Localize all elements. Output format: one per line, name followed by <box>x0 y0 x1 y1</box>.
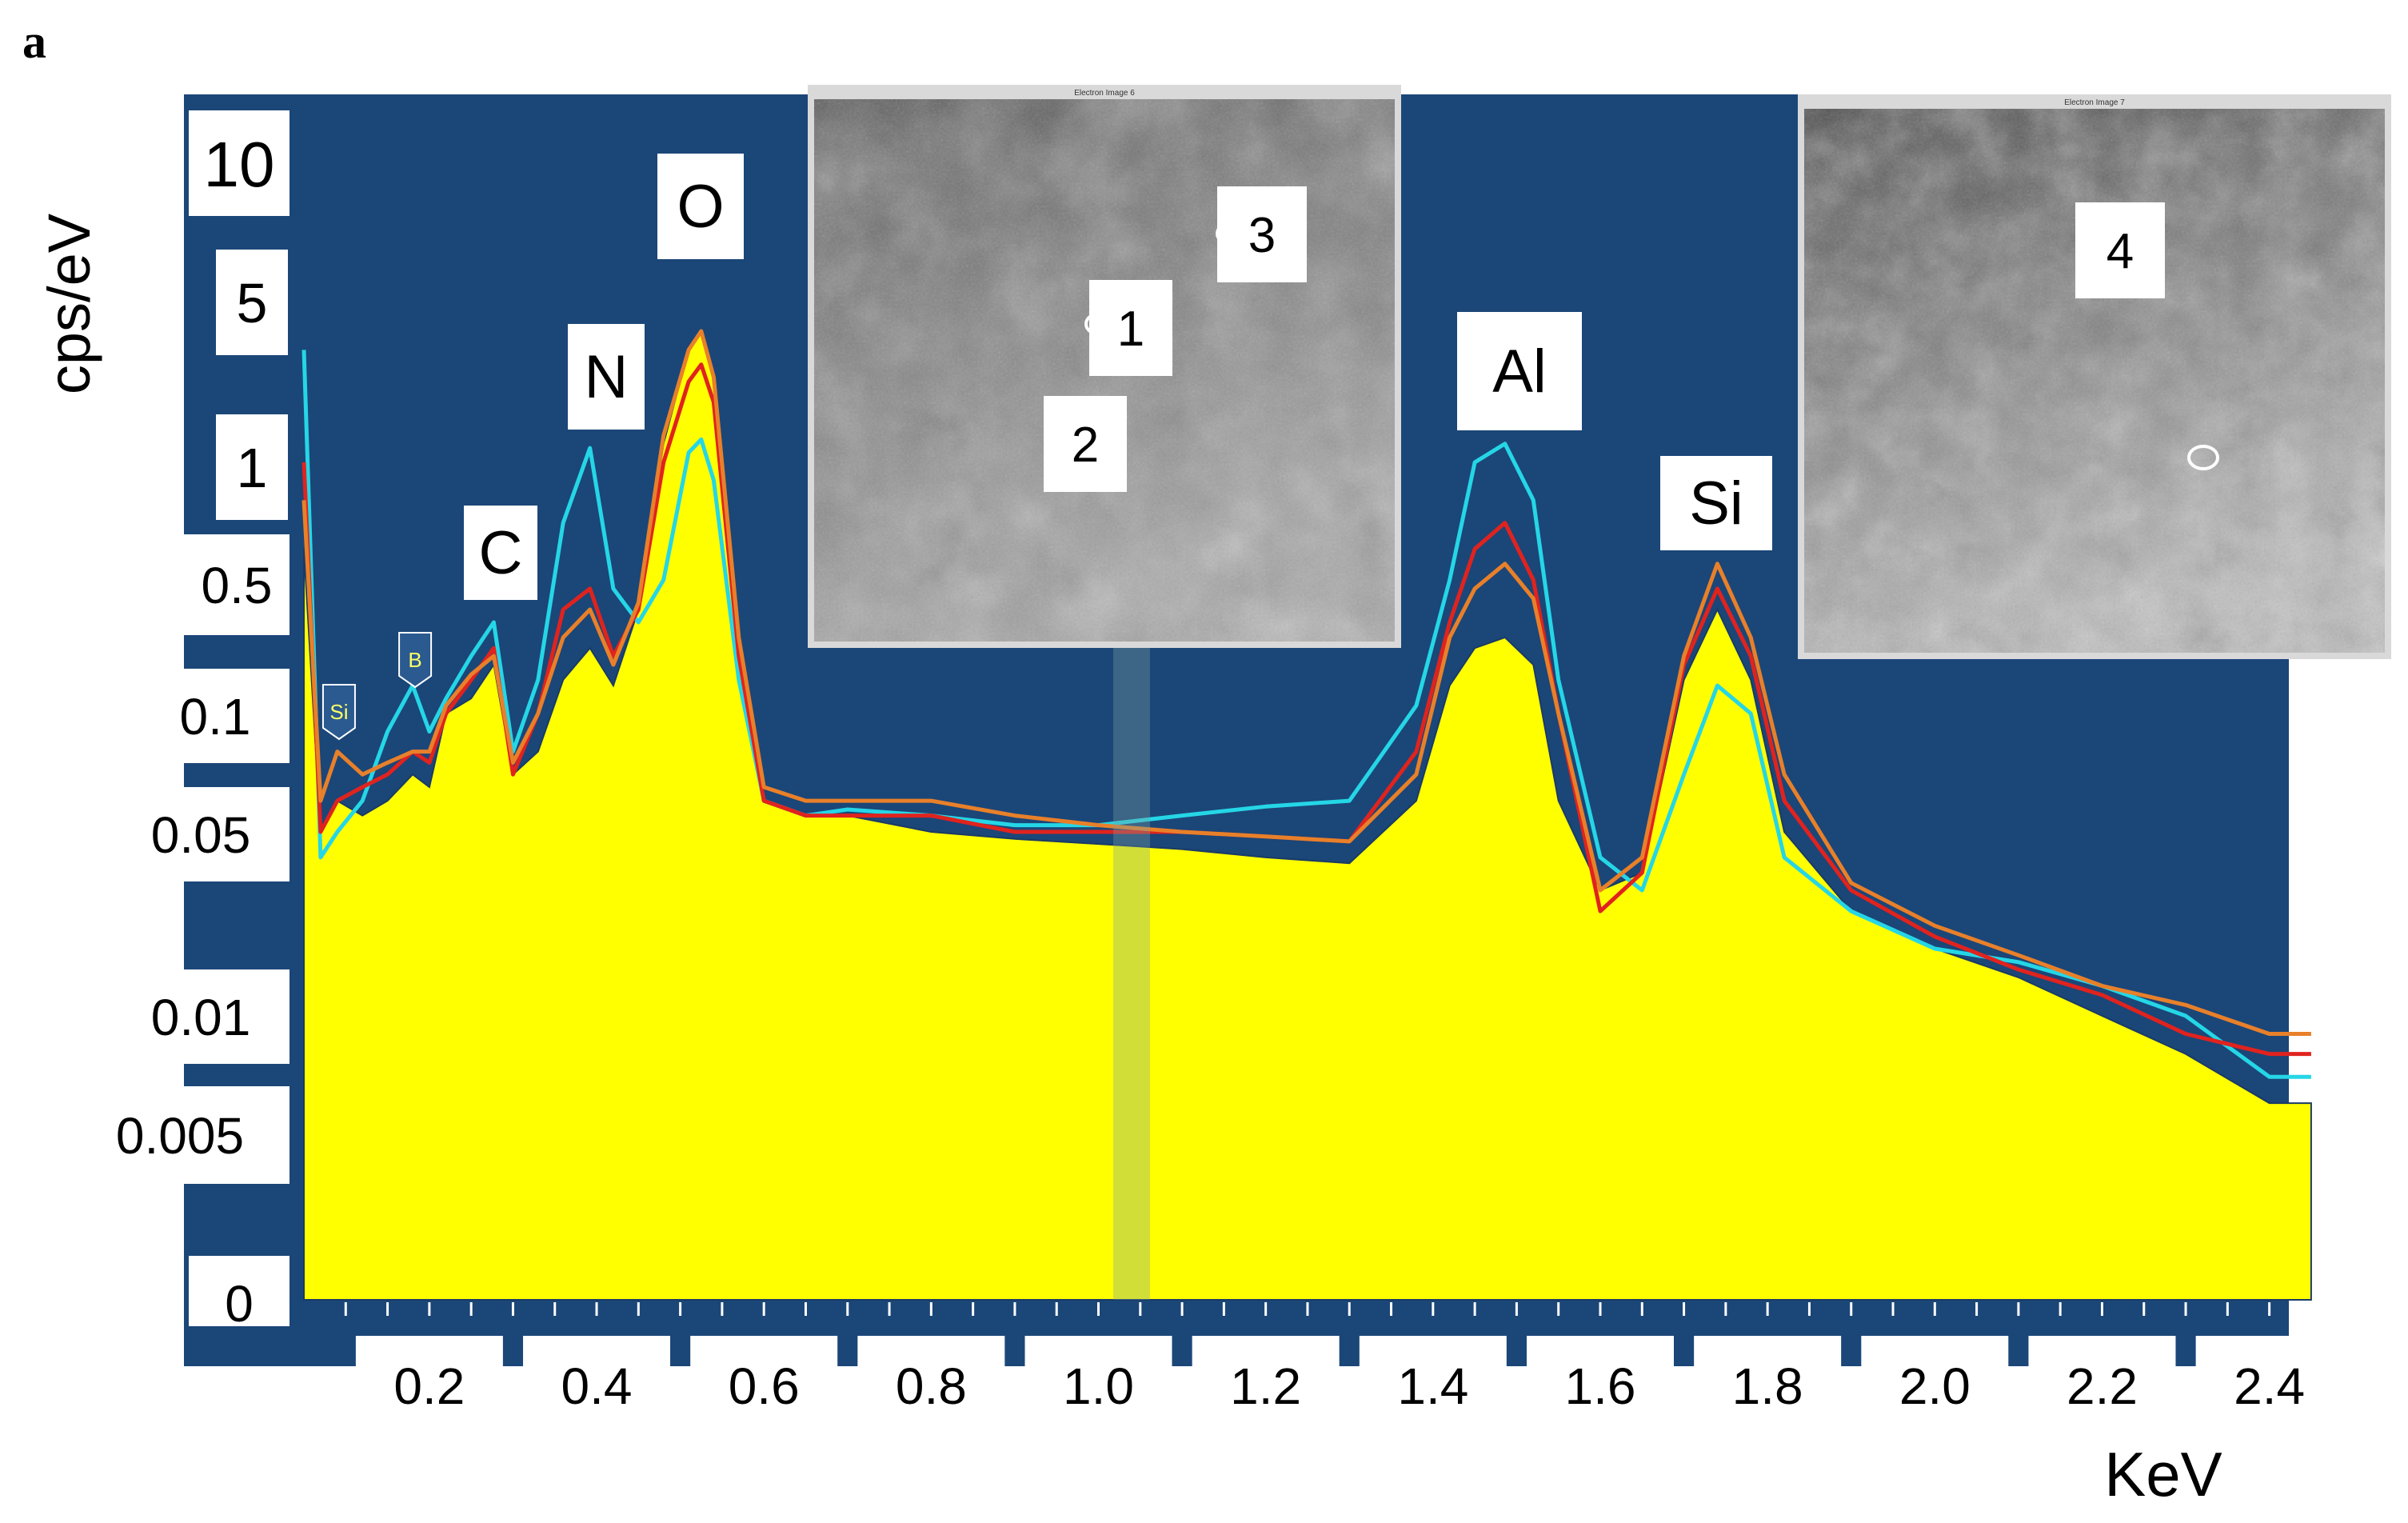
y-tick: 0.5 <box>184 534 290 635</box>
y-tick: 0.01 <box>112 969 290 1064</box>
x-tick-label: 1.2 <box>1230 1357 1301 1415</box>
x-tick-label: 2.2 <box>2067 1357 2138 1415</box>
inset-title: Electron Image 7 <box>2064 98 2125 107</box>
x-axis-title: KeV <box>2104 1439 2222 1509</box>
y-tick-label: 0.05 <box>151 806 251 864</box>
peak-label-al: Al <box>1457 312 1582 430</box>
inset-title: Electron Image 6 <box>1074 89 1135 98</box>
y-tick-label: 0.5 <box>202 557 273 614</box>
y-tick: 0.005 <box>70 1086 290 1184</box>
peak-label-text: N <box>585 343 629 411</box>
inset-images: Electron Image 6 1 2 3 Electron Image 7 4 <box>808 85 2391 1300</box>
x-tick: 2.4 <box>2195 1336 2343 1424</box>
x-tick-label: 2.0 <box>1899 1357 1971 1415</box>
x-tick-label: 1.0 <box>1063 1357 1134 1415</box>
spot-label-box <box>1217 186 1307 282</box>
x-tick: 1.0 <box>1024 1336 1172 1424</box>
spot-label: 4 <box>2107 224 2134 279</box>
sem-inset-1: Electron Image 6 1 2 3 <box>808 85 1401 648</box>
spot-label: 1 <box>1117 302 1144 357</box>
marker-label: B <box>408 648 421 672</box>
peak-label-c: C <box>464 506 537 600</box>
x-tick: 0.4 <box>523 1336 671 1424</box>
x-tick: 1.8 <box>1694 1336 1842 1424</box>
peak-label-si: Si <box>1660 456 1772 550</box>
panel-label: a <box>22 15 46 68</box>
peak-label-text: C <box>479 519 523 587</box>
peak-label-layer: C N O Al Si <box>464 154 1772 600</box>
cursor-band <box>1113 648 1150 1300</box>
y-tick-label: 10 <box>204 129 275 200</box>
x-tick-label: 0.8 <box>896 1357 967 1415</box>
peak-label-text: Si <box>1689 470 1743 538</box>
x-tick-label: 1.6 <box>1565 1357 1636 1415</box>
series-line-2 <box>301 362 2311 1057</box>
y-tick-label: 1 <box>237 437 268 499</box>
x-tick: 0.2 <box>355 1336 503 1424</box>
series-filled-area <box>303 329 2312 1301</box>
y-tick-label: 0.1 <box>180 688 251 746</box>
x-tick: 2.2 <box>2028 1336 2176 1424</box>
x-tick: 1.2 <box>1192 1336 1340 1424</box>
y-tick-label: 0.005 <box>116 1107 244 1165</box>
analysis-spot <box>2187 445 2219 470</box>
y-tick-label: 5 <box>237 272 268 334</box>
x-tick: 1.6 <box>1526 1336 1674 1424</box>
y-axis: 10 5 1 0.5 0.1 0.05 0.01 0.005 0 <box>70 110 290 1350</box>
peak-label-text: O <box>677 173 724 241</box>
x-tick-label: 2.4 <box>2234 1357 2305 1415</box>
x-tick: 2.0 <box>1861 1336 2009 1424</box>
y-tick: 1 <box>216 414 288 520</box>
x-tick-label: 1.4 <box>1397 1357 1468 1415</box>
peak-label-o: O <box>657 154 744 259</box>
x-tick: 0.8 <box>857 1336 1005 1424</box>
peak-label-text: Al <box>1492 338 1547 406</box>
spot-label-box <box>2075 202 2165 298</box>
spot-label: 3 <box>1248 208 1276 263</box>
y-axis-title: cps/eV <box>36 213 102 394</box>
spot-label: 2 <box>1072 418 1099 473</box>
sem-inset-2: Electron Image 7 4 <box>1798 94 2391 659</box>
y-tick: 5 <box>216 250 288 355</box>
series-line-3 <box>301 329 2311 1036</box>
x-axis: 0.2 0.4 0.6 0.8 1.0 1.2 1.4 1.6 1.8 2.0 2.2 2.4 <box>184 1302 2343 1424</box>
x-tick-label: 1.8 <box>1732 1357 1803 1415</box>
x-tick: 1.4 <box>1359 1336 1507 1424</box>
x-tick-label: 0.4 <box>561 1357 633 1415</box>
element-marker-layer: Si B <box>321 632 433 741</box>
marker-b: B <box>398 632 433 689</box>
y-tick-label: 0.01 <box>151 989 251 1046</box>
y-tick: 0.05 <box>112 787 290 881</box>
x-tick: 0.6 <box>690 1336 838 1424</box>
series-layer <box>301 329 2312 1301</box>
x-tick-label: 0.2 <box>393 1357 465 1415</box>
peak-label-n: N <box>568 324 645 430</box>
marker-label: Si <box>329 700 348 724</box>
spot-label-box <box>1044 396 1127 492</box>
marker-si: Si <box>321 684 356 741</box>
y-tick: 10 <box>189 110 290 216</box>
y-tick-label: 0 <box>225 1275 254 1333</box>
y-tick: 0.1 <box>141 669 290 763</box>
x-tick-label: 0.6 <box>729 1357 800 1415</box>
spot-label-box <box>1089 280 1172 376</box>
